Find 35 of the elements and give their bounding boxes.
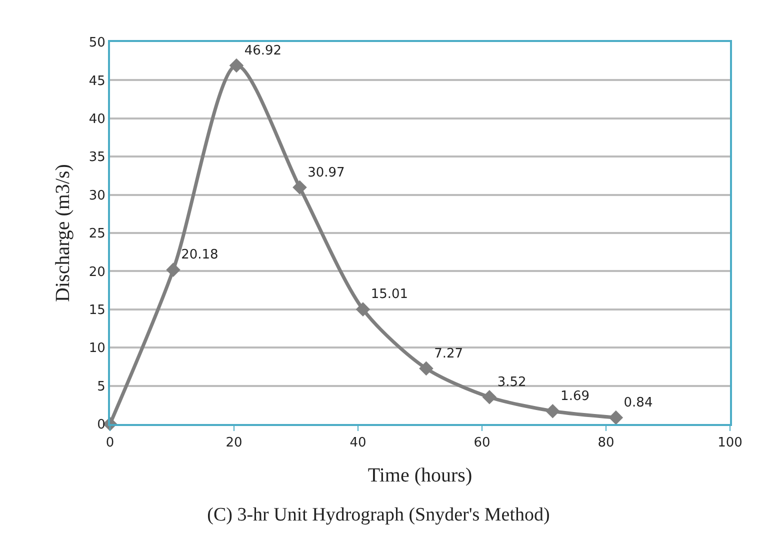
point bbox=[166, 262, 180, 277]
data-label: 1.69 bbox=[560, 388, 590, 404]
text: (C) 3-hr Unit Hydrograph (Snyder's Method) bbox=[207, 504, 550, 526]
y-tick-label: 0 bbox=[97, 418, 106, 433]
point bbox=[482, 390, 497, 404]
data-label: 0.84 bbox=[624, 395, 653, 410]
y-tick-label: 20 bbox=[88, 264, 106, 280]
x-tick-label: 60 bbox=[474, 436, 490, 451]
y-tick-label: 40 bbox=[88, 112, 106, 127]
point bbox=[356, 302, 370, 316]
point bbox=[546, 404, 560, 418]
x-tick-label: 80 bbox=[598, 436, 614, 451]
y-tick-label: 35 bbox=[88, 150, 106, 166]
data-label: 15.01 bbox=[370, 287, 408, 302]
y-tick-label: 15 bbox=[88, 302, 106, 318]
x-tick-label: 100 bbox=[718, 436, 742, 451]
y-tick-label: 30 bbox=[88, 188, 106, 204]
data-label: 20.18 bbox=[181, 248, 218, 263]
y-tick-label: 5 bbox=[97, 379, 106, 394]
y-tick-label: 45 bbox=[88, 74, 106, 89]
y-tick-label: 10 bbox=[88, 341, 106, 356]
x-tick-label: 20 bbox=[226, 436, 242, 451]
y-axis-title: Discharge (m3/s) bbox=[52, 164, 74, 302]
x-tick-label: 40 bbox=[350, 436, 366, 451]
y-tick-label: 50 bbox=[88, 36, 106, 51]
point bbox=[229, 58, 244, 73]
point bbox=[292, 180, 307, 195]
y-tick-label: 25 bbox=[88, 226, 106, 242]
x-axis-title: Time (hours) bbox=[368, 464, 472, 487]
point bbox=[419, 361, 434, 376]
data-label: 7.27 bbox=[434, 346, 464, 362]
point bbox=[608, 410, 624, 425]
data-label: 3.52 bbox=[497, 374, 526, 390]
data-label: 30.97 bbox=[308, 165, 345, 180]
data-label: 46.92 bbox=[244, 43, 282, 58]
